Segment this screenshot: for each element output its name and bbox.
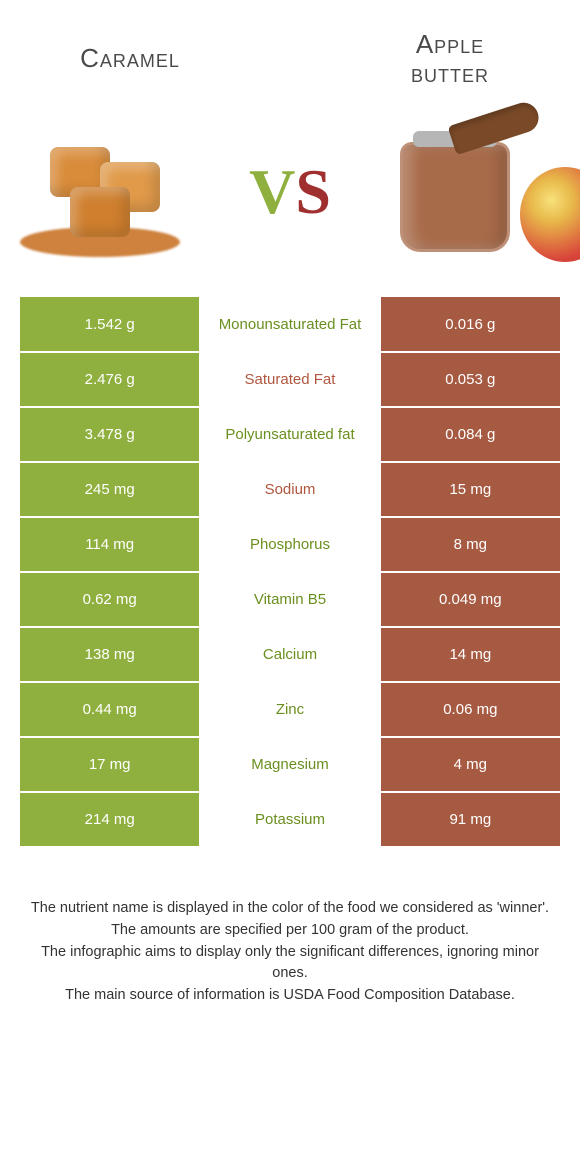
table-row: 138 mgCalcium14 mg [20, 627, 560, 682]
left-value: 245 mg [20, 462, 199, 517]
nutrient-label: Sodium [199, 462, 380, 517]
left-food-title: Caramel [30, 43, 230, 74]
table-row: 17 mgMagnesium4 mg [20, 737, 560, 792]
footer-line-2: The amounts are specified per 100 gram o… [25, 920, 555, 942]
nutrient-label: Potassium [199, 792, 380, 847]
left-value: 1.542 g [20, 297, 199, 352]
footer-line-1: The nutrient name is displayed in the co… [25, 898, 555, 920]
left-value: 214 mg [20, 792, 199, 847]
right-value: 0.049 mg [381, 572, 560, 627]
right-value: 8 mg [381, 517, 560, 572]
right-value: 0.053 g [381, 352, 560, 407]
nutrient-label: Magnesium [199, 737, 380, 792]
table-row: 214 mgPotassium91 mg [20, 792, 560, 847]
table-row: 245 mgSodium15 mg [20, 462, 560, 517]
right-food-title: Apple butter [350, 30, 550, 87]
left-value: 0.62 mg [20, 572, 199, 627]
table-row: 0.44 mgZinc0.06 mg [20, 682, 560, 737]
left-value: 17 mg [20, 737, 199, 792]
right-value: 4 mg [381, 737, 560, 792]
right-title-line2: butter [350, 59, 550, 88]
vs-v: V [249, 156, 295, 227]
left-value: 0.44 mg [20, 682, 199, 737]
right-value: 91 mg [381, 792, 560, 847]
table-row: 2.476 gSaturated Fat0.053 g [20, 352, 560, 407]
left-value: 114 mg [20, 517, 199, 572]
caramel-image [0, 112, 200, 272]
header: Caramel Apple butter [0, 0, 580, 97]
right-value: 15 mg [381, 462, 560, 517]
vs-s: S [295, 156, 331, 227]
table-row: 114 mgPhosphorus8 mg [20, 517, 560, 572]
right-value: 0.016 g [381, 297, 560, 352]
nutrient-label: Calcium [199, 627, 380, 682]
footer-line-3: The infographic aims to display only the… [25, 942, 555, 986]
table-row: 3.478 gPolyunsaturated fat0.084 g [20, 407, 560, 462]
nutrient-label: Zinc [199, 682, 380, 737]
nutrient-label: Saturated Fat [199, 352, 380, 407]
right-value: 0.084 g [381, 407, 560, 462]
left-value: 3.478 g [20, 407, 199, 462]
table-row: 0.62 mgVitamin B50.049 mg [20, 572, 560, 627]
apple-butter-image [380, 112, 580, 272]
right-title-line1: Apple [350, 30, 550, 59]
right-value: 14 mg [381, 627, 560, 682]
nutrition-table: 1.542 gMonounsaturated Fat0.016 g2.476 g… [20, 297, 560, 848]
footer-notes: The nutrient name is displayed in the co… [0, 848, 580, 1007]
left-value: 138 mg [20, 627, 199, 682]
nutrient-label: Phosphorus [199, 517, 380, 572]
nutrient-label: Polyunsaturated fat [199, 407, 380, 462]
nutrient-label: Monounsaturated Fat [199, 297, 380, 352]
vs-label: VS [249, 155, 331, 229]
footer-line-4: The main source of information is USDA F… [25, 985, 555, 1007]
nutrient-label: Vitamin B5 [199, 572, 380, 627]
images-row: VS [0, 97, 580, 297]
right-value: 0.06 mg [381, 682, 560, 737]
table-row: 1.542 gMonounsaturated Fat0.016 g [20, 297, 560, 352]
left-value: 2.476 g [20, 352, 199, 407]
